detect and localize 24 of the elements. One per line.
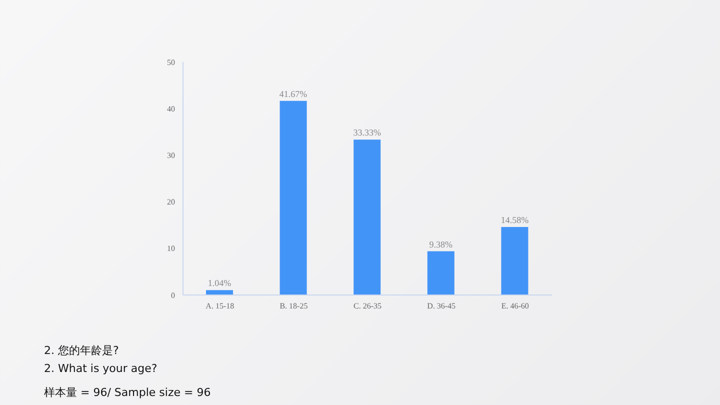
bar — [206, 290, 233, 295]
data-label: 41.67% — [279, 88, 308, 99]
data-label: 14.58% — [500, 215, 530, 226]
text: 样本量 = 96/ Sample size = 96 — [44, 385, 211, 400]
data-label: 9.38% — [429, 239, 454, 250]
data-label: 33.33% — [353, 128, 382, 138]
y-tick-label: 30 — [167, 151, 175, 160]
x-tick-label: B. 18-25 — [280, 302, 308, 311]
text: 2. What is your age? — [44, 362, 158, 375]
x-tick-label: E. 46-60 — [501, 302, 529, 311]
y-tick-label: 40 — [167, 104, 175, 114]
y-tick-label: 50 — [167, 58, 175, 67]
bar — [354, 140, 381, 295]
x-tick-label: C. 26-35 — [354, 302, 382, 311]
bar — [501, 227, 528, 295]
y-tick-label: 10 — [167, 244, 175, 254]
text: 2. 您的年龄是? — [44, 343, 119, 358]
x-tick-label: A. 15-18 — [206, 302, 234, 311]
bar — [280, 100, 307, 295]
data-label: 1.04% — [208, 278, 232, 288]
bar — [427, 251, 454, 295]
y-tick-label: 0 — [171, 290, 175, 300]
y-tick-label: 20 — [167, 198, 175, 207]
x-tick-label: D. 36-45 — [427, 302, 456, 311]
